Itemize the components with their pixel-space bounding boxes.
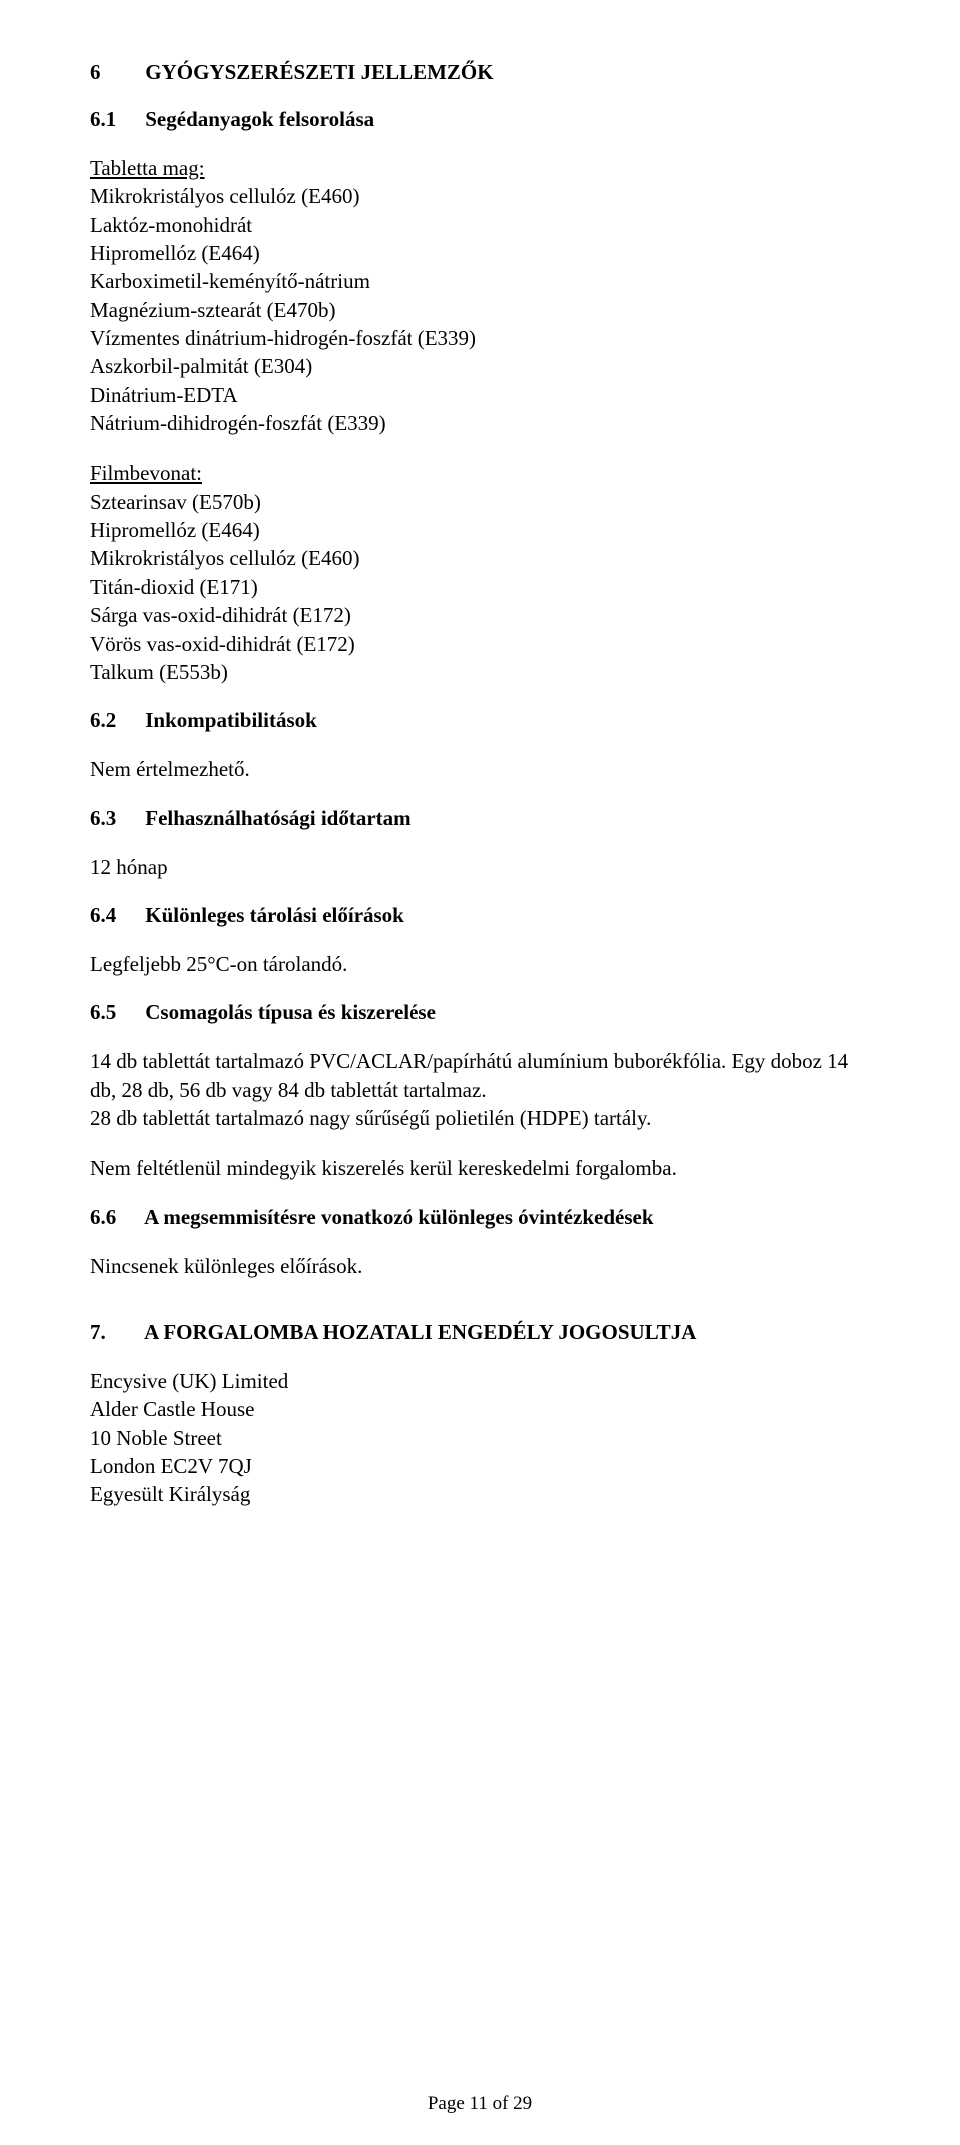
section-6-4-body: Legfeljebb 25°C-on tárolandó. bbox=[90, 950, 870, 978]
section-6-1-title: Segédanyagok felsorolása bbox=[145, 107, 374, 131]
film-ingredients: Filmbevonat: Sztearinsav (E570b) Hiprome… bbox=[90, 459, 870, 686]
ingredient-item: Hipromellóz (E464) bbox=[90, 239, 870, 267]
section-6-1-heading: 6.1 Segédanyagok felsorolása bbox=[90, 107, 870, 132]
address-line: Encysive (UK) Limited bbox=[90, 1367, 870, 1395]
ingredient-item: Sárga vas-oxid-dihidrát (E172) bbox=[90, 601, 870, 629]
core-label: Tabletta mag: bbox=[90, 156, 205, 180]
section-7-title: A FORGALOMBA HOZATALI ENGEDÉLY JOGOSULTJ… bbox=[144, 1320, 696, 1344]
ingredient-item: Karboximetil-keményítő-nátrium bbox=[90, 267, 870, 295]
section-6-number: 6 bbox=[90, 60, 140, 85]
section-6-2-body: Nem értelmezhető. bbox=[90, 755, 870, 783]
section-6-5-number: 6.5 bbox=[90, 1000, 140, 1025]
section-6-1-number: 6.1 bbox=[90, 107, 140, 132]
address-line: London EC2V 7QJ bbox=[90, 1452, 870, 1480]
document-page: 6 GYÓGYSZERÉSZETI JELLEMZŐK 6.1 Segédany… bbox=[0, 0, 960, 2145]
section-6-2-title: Inkompatibilitások bbox=[145, 708, 317, 732]
section-6-4-number: 6.4 bbox=[90, 903, 140, 928]
section-6-6-title: A megsemmisítésre vonatkozó különleges ó… bbox=[144, 1205, 653, 1229]
section-6-3-heading: 6.3 Felhasználhatósági időtartam bbox=[90, 806, 870, 831]
address-line: 10 Noble Street bbox=[90, 1424, 870, 1452]
page-footer: Page 11 of 29 bbox=[0, 2093, 960, 2115]
section-6-6-number: 6.6 bbox=[90, 1205, 140, 1230]
ingredient-item: Vízmentes dinátrium-hidrogén-foszfát (E3… bbox=[90, 324, 870, 352]
section-6-4-title: Különleges tárolási előírások bbox=[145, 903, 404, 927]
section-6-2-number: 6.2 bbox=[90, 708, 140, 733]
section-7-number: 7. bbox=[90, 1320, 140, 1345]
ingredient-item: Sztearinsav (E570b) bbox=[90, 488, 870, 516]
section-6-5-p1: 14 db tablettát tartalmazó PVC/ACLAR/pap… bbox=[90, 1047, 870, 1104]
ingredient-item: Talkum (E553b) bbox=[90, 658, 870, 686]
section-6-3-body: 12 hónap bbox=[90, 853, 870, 881]
ingredient-item: Mikrokristályos cellulóz (E460) bbox=[90, 182, 870, 210]
section-6-2-heading: 6.2 Inkompatibilitások bbox=[90, 708, 870, 733]
section-6-4-heading: 6.4 Különleges tárolási előírások bbox=[90, 903, 870, 928]
film-label: Filmbevonat: bbox=[90, 461, 202, 485]
section-6-heading: 6 GYÓGYSZERÉSZETI JELLEMZŐK bbox=[90, 60, 870, 85]
section-7-heading: 7. A FORGALOMBA HOZATALI ENGEDÉLY JOGOSU… bbox=[90, 1320, 870, 1345]
ingredient-item: Magnézium-sztearát (E470b) bbox=[90, 296, 870, 324]
address-line: Alder Castle House bbox=[90, 1395, 870, 1423]
ingredient-item: Laktóz-monohidrát bbox=[90, 211, 870, 239]
section-6-title: GYÓGYSZERÉSZETI JELLEMZŐK bbox=[145, 60, 493, 84]
holder-address: Encysive (UK) Limited Alder Castle House… bbox=[90, 1367, 870, 1509]
section-6-5-title: Csomagolás típusa és kiszerelése bbox=[145, 1000, 436, 1024]
ingredient-item: Hipromellóz (E464) bbox=[90, 516, 870, 544]
core-ingredients: Tabletta mag: Mikrokristályos cellulóz (… bbox=[90, 154, 870, 437]
ingredient-item: Aszkorbil-palmitát (E304) bbox=[90, 352, 870, 380]
section-6-6-body: Nincsenek különleges előírások. bbox=[90, 1252, 870, 1280]
ingredient-item: Vörös vas-oxid-dihidrát (E172) bbox=[90, 630, 870, 658]
section-6-5-p3: Nem feltétlenül mindegyik kiszerelés ker… bbox=[90, 1154, 870, 1182]
section-6-6-heading: 6.6 A megsemmisítésre vonatkozó különleg… bbox=[90, 1205, 870, 1230]
section-6-3-number: 6.3 bbox=[90, 806, 140, 831]
section-6-5-p2: 28 db tablettát tartalmazó nagy sűrűségű… bbox=[90, 1104, 870, 1132]
address-line: Egyesült Királyság bbox=[90, 1480, 870, 1508]
ingredient-item: Titán-dioxid (E171) bbox=[90, 573, 870, 601]
ingredient-item: Dinátrium-EDTA bbox=[90, 381, 870, 409]
section-6-5-heading: 6.5 Csomagolás típusa és kiszerelése bbox=[90, 1000, 870, 1025]
ingredient-item: Mikrokristályos cellulóz (E460) bbox=[90, 544, 870, 572]
ingredient-item: Nátrium-dihidrogén-foszfát (E339) bbox=[90, 409, 870, 437]
section-6-3-title: Felhasználhatósági időtartam bbox=[145, 806, 410, 830]
